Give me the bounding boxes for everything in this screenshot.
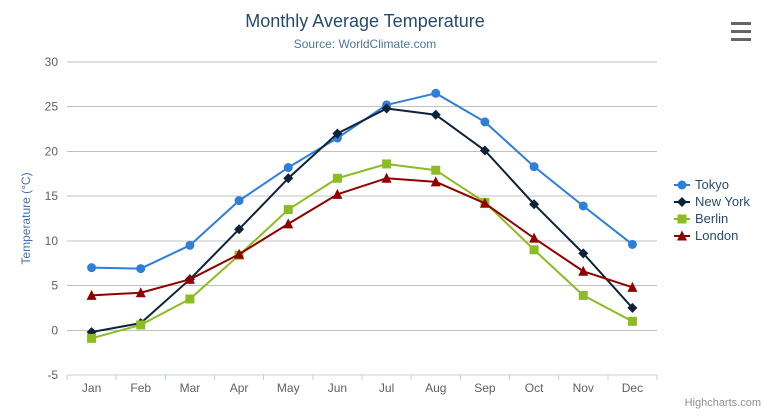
legend-label: Berlin <box>695 211 729 226</box>
credits-link[interactable]: Highcharts.com <box>684 397 761 409</box>
svg-text:Jun: Jun <box>328 381 347 395</box>
chart-subtitle: Source: WorldClimate.com <box>293 37 437 51</box>
svg-text:20: 20 <box>45 144 59 158</box>
svg-text:Sep: Sep <box>474 381 496 395</box>
legend-label: New York <box>695 194 750 209</box>
context-menu-button[interactable] <box>731 22 751 41</box>
svg-text:10: 10 <box>45 234 59 248</box>
svg-text:Jan: Jan <box>82 381 101 395</box>
legend-symbol-circle-icon <box>674 180 690 189</box>
hamburger-icon <box>731 30 751 33</box>
svg-text:May: May <box>277 381 300 395</box>
chart-title: Monthly Average Temperature <box>245 11 485 31</box>
svg-text:-5: -5 <box>47 368 58 382</box>
svg-text:5: 5 <box>51 279 58 293</box>
hamburger-icon <box>731 22 751 25</box>
svg-text:0: 0 <box>51 323 58 337</box>
legend-item-new-york[interactable]: New York <box>674 193 750 210</box>
legend-item-tokyo[interactable]: Tokyo <box>674 176 750 193</box>
svg-text:Temperature (°C): Temperature (°C) <box>19 172 33 264</box>
legend-label: Tokyo <box>695 177 729 192</box>
legend-symbol-triangle-icon <box>674 230 690 240</box>
svg-text:Aug: Aug <box>425 381 446 395</box>
legend: Tokyo New York Berlin London <box>674 176 750 244</box>
svg-text:Mar: Mar <box>180 381 201 395</box>
legend-symbol-diamond-icon <box>674 196 690 207</box>
legend-item-london[interactable]: London <box>674 227 750 244</box>
svg-text:Jul: Jul <box>379 381 394 395</box>
legend-symbol-square-icon <box>674 214 690 223</box>
svg-text:25: 25 <box>45 100 59 114</box>
svg-text:15: 15 <box>45 189 59 203</box>
svg-text:Dec: Dec <box>622 381 643 395</box>
legend-label: London <box>695 228 739 243</box>
svg-text:Nov: Nov <box>573 381 594 395</box>
svg-text:Apr: Apr <box>230 381 249 395</box>
svg-text:30: 30 <box>45 55 59 69</box>
legend-item-berlin[interactable]: Berlin <box>674 210 750 227</box>
svg-text:Feb: Feb <box>130 381 151 395</box>
hamburger-icon <box>731 38 751 41</box>
svg-text:Oct: Oct <box>525 381 544 395</box>
